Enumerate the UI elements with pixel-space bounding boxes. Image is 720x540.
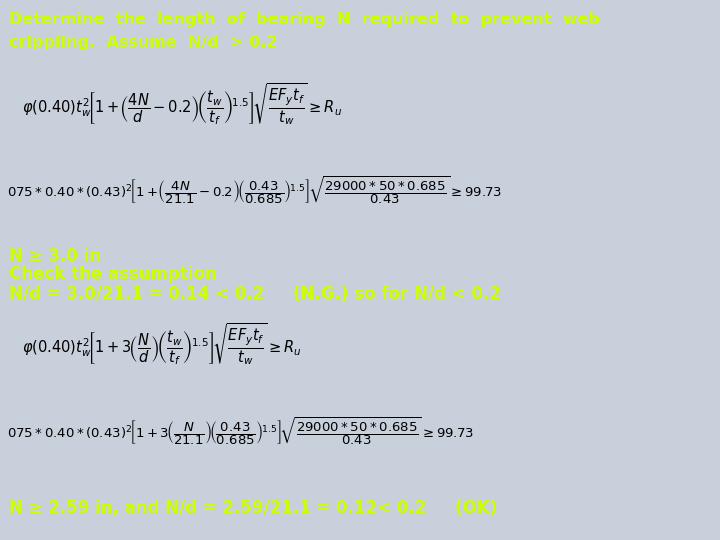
- Text: $075 * 0.40 * (0.43)^2\!\left[1+\!\left(\dfrac{4N}{21.1}-0.2\right)\!\left(\dfra: $075 * 0.40 * (0.43)^2\!\left[1+\!\left(…: [7, 176, 503, 207]
- Text: N ≥ 3.0 in: N ≥ 3.0 in: [9, 247, 101, 265]
- Text: Determine  the  length  of  bearing  N  required  to  prevent  web
crippling.  A: Determine the length of bearing N requir…: [9, 12, 600, 50]
- Text: $\varphi(0.40)t_w^2\!\left[1+\!\left(\dfrac{4N}{d}-0.2\right)\!\left(\dfrac{t_w}: $\varphi(0.40)t_w^2\!\left[1+\!\left(\df…: [22, 82, 342, 128]
- Text: $075 * 0.40 * (0.43)^2\!\left[1+3\!\left(\dfrac{N}{21.1}\right)\!\left(\dfrac{0.: $075 * 0.40 * (0.43)^2\!\left[1+3\!\left…: [7, 416, 474, 448]
- Text: $\varphi(0.40)t_w^2\!\left[1+3\!\left(\dfrac{N}{d}\right)\!\left(\dfrac{t_w}{t_f: $\varphi(0.40)t_w^2\!\left[1+3\!\left(\d…: [22, 322, 301, 368]
- Text: N/d = 3.0/21.1 = 0.14 < 0.2     (N.G.) so for N/d < 0.2: N/d = 3.0/21.1 = 0.14 < 0.2 (N.G.) so fo…: [9, 285, 500, 303]
- Text: N ≥ 2.59 in, and N/d = 2.59/21.1 = 0.12< 0.2     (OK): N ≥ 2.59 in, and N/d = 2.59/21.1 = 0.12<…: [9, 498, 497, 517]
- Text: Check the assumption: Check the assumption: [9, 265, 216, 282]
